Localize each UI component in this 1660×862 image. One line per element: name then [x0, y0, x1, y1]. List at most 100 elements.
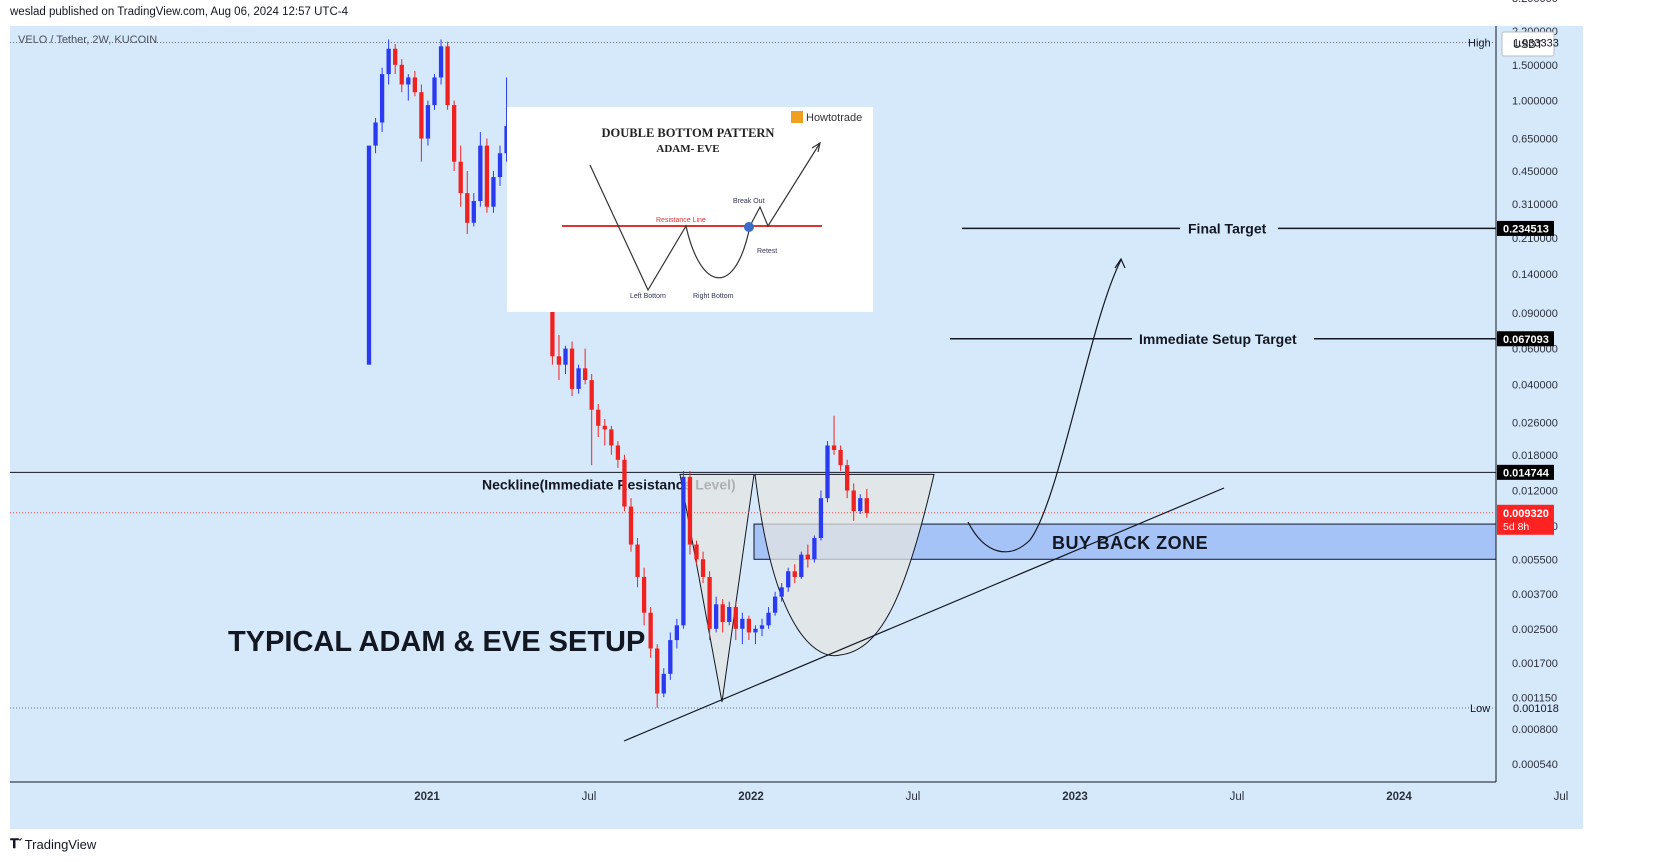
- y-tick-label: 0.003700: [1512, 589, 1558, 601]
- candle-body: [772, 596, 778, 613]
- candle-body: [406, 77, 411, 85]
- candle-body: [452, 105, 457, 162]
- candle-body: [707, 576, 712, 629]
- candle-body: [799, 554, 804, 577]
- inset-left-bottom-label: Left Bottom: [630, 293, 666, 300]
- x-tick-label: Jul: [906, 791, 921, 803]
- x-tick-label: Jul: [582, 791, 597, 803]
- y-tick-label: 0.005500: [1512, 554, 1558, 566]
- low-value: 0.001018: [1513, 703, 1559, 715]
- candle-body: [648, 612, 653, 649]
- candle-body: [766, 612, 771, 626]
- y-tick-label: 0.002500: [1512, 624, 1558, 636]
- candle-body: [491, 177, 496, 207]
- immediate-target-tag: 0.067093: [1503, 334, 1549, 346]
- candle-body: [550, 295, 555, 357]
- candle-body: [556, 356, 562, 365]
- candle-body: [792, 571, 797, 577]
- candle-body: [720, 604, 725, 623]
- x-tick-label: Jul: [1554, 791, 1569, 803]
- inset-breakout-label: Break Out: [733, 198, 765, 205]
- candle-body: [727, 607, 732, 623]
- y-tick-label: 0.040000: [1512, 379, 1558, 391]
- candle-body: [504, 125, 509, 154]
- candle-body: [478, 145, 483, 202]
- candle-body: [858, 498, 863, 512]
- y-tick-label: 0.000540: [1512, 759, 1558, 771]
- candle-body: [373, 122, 378, 146]
- neckline-label: Neckline(Immediate Resistance Level): [482, 476, 736, 492]
- brand-label: TradingView: [24, 836, 97, 852]
- candle-body: [497, 153, 503, 178]
- candle-body: [818, 498, 824, 539]
- currency-label: USDT: [1513, 39, 1543, 51]
- brand-footer: 𝐓ˇ TradingView: [10, 836, 96, 852]
- projection-arrowhead: [1114, 257, 1126, 269]
- y-tick-label: 0.001150: [1512, 692, 1557, 704]
- setup-title: TYPICAL ADAM & EVE SETUP: [228, 626, 645, 658]
- candle-body: [622, 459, 627, 507]
- y-tick-label: 0.018000: [1512, 450, 1558, 462]
- candle-body: [831, 445, 837, 450]
- candle-body: [425, 105, 431, 139]
- candle-body: [628, 506, 634, 545]
- candle-body: [576, 368, 581, 389]
- howtotrade-logo-icon: [791, 111, 803, 123]
- y-tick-label: 0.060000: [1512, 344, 1558, 356]
- countdown-tag: 5d 8h: [1503, 521, 1529, 533]
- y-tick-label: 0.000800: [1512, 724, 1558, 736]
- tradingview-logo-icon: 𝐓ˇ: [10, 836, 22, 851]
- symbol-legend: VELO / Tether, 2W, KUCOIN: [18, 34, 158, 46]
- candle-body: [740, 618, 745, 629]
- x-tick-label: 2023: [1062, 791, 1088, 803]
- candle-body: [412, 77, 417, 93]
- y-tick-label: 3.200000: [1512, 0, 1558, 5]
- support-trendline: [623, 487, 1225, 742]
- inset-resistance-label: Resistance Line: [656, 217, 706, 224]
- inset-breakout-dot: [744, 222, 754, 232]
- final-target-tag-bg: [1497, 220, 1554, 236]
- low-label: Low: [1470, 703, 1490, 715]
- candle-body: [668, 640, 673, 674]
- last-price-tag-bg: [1497, 504, 1554, 535]
- immediate-target-tag-bg: [1497, 331, 1554, 347]
- currency-box: [1501, 31, 1555, 57]
- candle-body: [655, 648, 660, 694]
- candle-body: [661, 673, 666, 694]
- candle-body: [700, 559, 706, 577]
- inset-subtitle: ADAM- EVE: [656, 143, 719, 155]
- candle-body: [812, 538, 817, 560]
- candle-body: [379, 74, 385, 123]
- candle-body: [609, 429, 614, 446]
- buy-back-zone-label: BUY BACK ZONE: [1052, 533, 1208, 553]
- candle-body: [563, 348, 568, 365]
- candle-body: [753, 628, 758, 633]
- candle-body: [445, 46, 450, 106]
- x-tick-label: 2024: [1386, 791, 1412, 803]
- candle-body: [694, 544, 699, 560]
- immediate-target-label: Immediate Setup Target: [1139, 331, 1297, 347]
- inset-right-bottom-label: Right Bottom: [693, 293, 734, 300]
- x-tick-label: 2022: [738, 791, 764, 803]
- candle-body: [465, 193, 470, 223]
- candle-body: [681, 476, 686, 626]
- x-tick-label: 2021: [414, 791, 440, 803]
- candle-body: [458, 161, 463, 194]
- high-value: 1.933333: [1513, 37, 1559, 49]
- candle-body: [733, 607, 738, 629]
- candle-body: [615, 445, 621, 460]
- inset-arrowhead: [811, 141, 821, 153]
- neckline-tag: 0.014744: [1503, 467, 1550, 479]
- candle-body: [438, 46, 444, 78]
- candle-body: [419, 92, 424, 139]
- candle-body: [471, 201, 476, 223]
- candle-body: [687, 476, 693, 545]
- candle-body: [641, 576, 647, 613]
- high-label: High: [1468, 37, 1491, 49]
- y-tick-label: 0.090000: [1512, 308, 1558, 320]
- candle-body: [864, 498, 869, 513]
- inset-title: DOUBLE BOTTOM PATTERN: [602, 126, 775, 140]
- candle-body: [805, 554, 810, 560]
- candle-body: [432, 77, 437, 106]
